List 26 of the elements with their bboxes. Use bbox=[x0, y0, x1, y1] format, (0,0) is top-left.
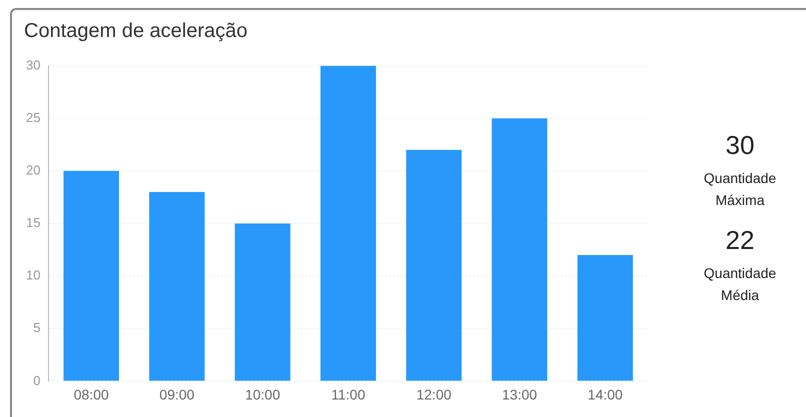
bar bbox=[149, 192, 205, 381]
bar bbox=[492, 118, 548, 381]
bar bbox=[577, 255, 633, 381]
y-tick-label: 25 bbox=[26, 110, 40, 125]
x-tick-label: 10:00 bbox=[245, 386, 280, 402]
bar bbox=[234, 224, 290, 381]
x-tick-label: 13:00 bbox=[502, 386, 538, 402]
text: Quantidade Média bbox=[702, 264, 778, 305]
chart-title: Contagem de aceleração bbox=[24, 20, 248, 43]
bar bbox=[320, 66, 376, 381]
text: 30 bbox=[724, 130, 756, 161]
x-tick-label: 09:00 bbox=[159, 386, 195, 402]
text: Quantidade Máxima bbox=[702, 169, 778, 210]
y-tick-label: 0 bbox=[33, 372, 40, 388]
text: 22 bbox=[724, 225, 756, 256]
x-tick-label: 08:00 bbox=[74, 386, 110, 402]
y-tick-label: 5 bbox=[33, 320, 40, 336]
y-tick-label: 10 bbox=[26, 268, 40, 283]
x-tick-label: 14:00 bbox=[588, 386, 623, 402]
y-tick-label: 30 bbox=[26, 57, 40, 72]
x-tick-label: 11:00 bbox=[331, 386, 366, 402]
x-tick-label: 12:00 bbox=[416, 386, 452, 402]
y-tick-label: 20 bbox=[26, 162, 40, 178]
bar bbox=[406, 150, 462, 381]
y-tick-label: 15 bbox=[26, 215, 40, 230]
bar bbox=[64, 170, 120, 381]
